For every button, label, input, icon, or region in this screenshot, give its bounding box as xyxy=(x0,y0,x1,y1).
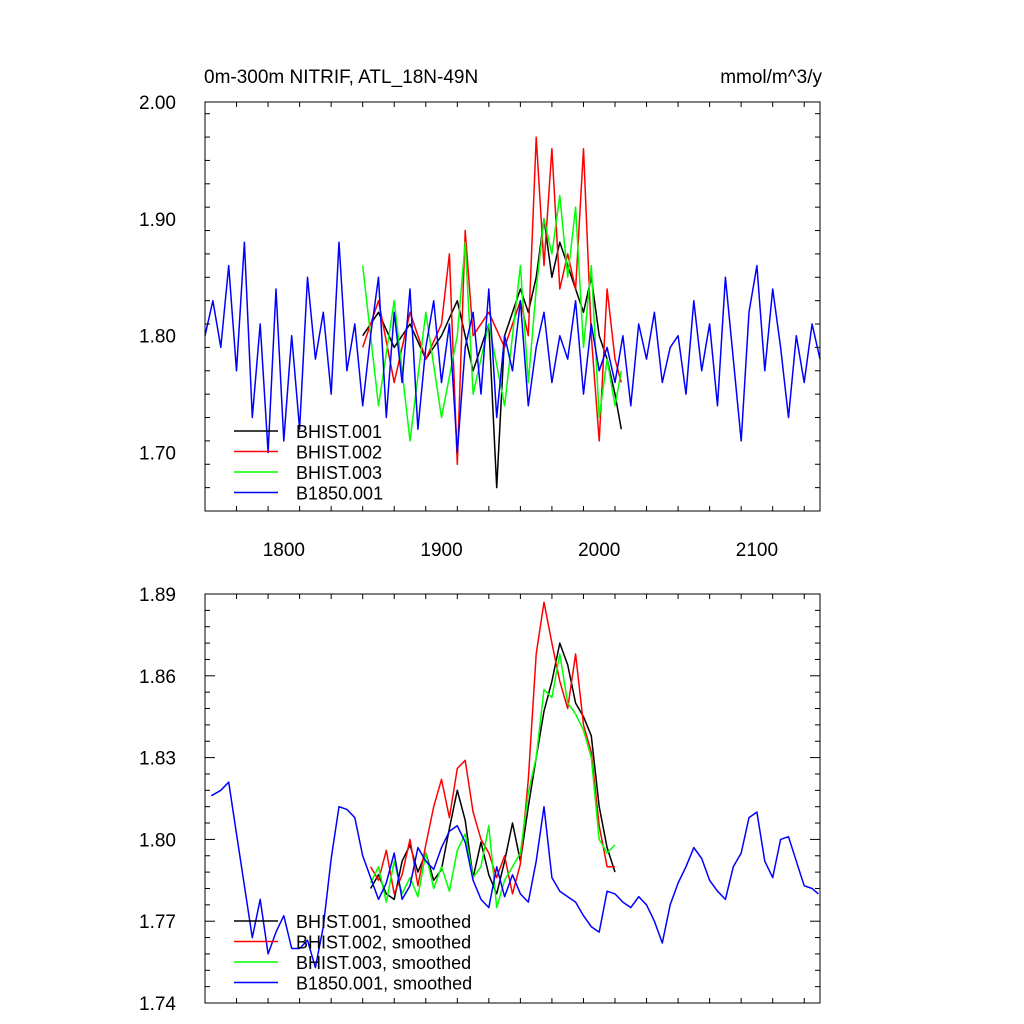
panel2-y-tick-label: 1.74 xyxy=(139,994,176,1015)
panel2-legend-label-2: BHIST.002, smoothed xyxy=(296,933,471,953)
panel1-y-tick-label: 2.00 xyxy=(139,93,176,114)
panel2-y-tick-label: 1.86 xyxy=(139,667,176,688)
panel1-y-tick-label: 1.70 xyxy=(139,444,176,465)
panel2-y-tick-label: 1.83 xyxy=(139,749,176,770)
panel2-series-line-4 xyxy=(210,781,819,969)
panel1-legend-label-4: B1850.001 xyxy=(296,484,383,504)
panel2-legend-label-3: BHIST.003, smoothed xyxy=(296,953,471,973)
panel2-legend-label-4: B1850.001, smoothed xyxy=(296,974,472,994)
panel1-legend-label-3: BHIST.003 xyxy=(296,463,382,483)
chart-title: 0m-300m NITRIF, ATL_18N-49N xyxy=(204,67,478,88)
panel2-y-tick-label: 1.77 xyxy=(139,912,176,933)
panel1-y-tick-label: 1.80 xyxy=(139,327,176,348)
panel1-x-tick-label: 1800 xyxy=(263,540,305,561)
panel1-y-tick-label: 1.90 xyxy=(139,210,176,231)
panel1-x-tick-label: 1900 xyxy=(420,540,462,561)
units-label: mmol/m^3/y xyxy=(720,67,822,88)
panel2-series-line-3 xyxy=(369,653,616,909)
panel1-x-tick-label: 2000 xyxy=(578,540,620,561)
panel1-x-tick-label: 2100 xyxy=(736,540,778,561)
panel2-y-tick-label: 1.80 xyxy=(139,830,176,851)
panel1-series-line-3 xyxy=(361,194,623,442)
panel1-series-line-4 xyxy=(204,241,821,454)
panel1-legend-label-2: BHIST.002 xyxy=(296,443,382,463)
panel2-legend-label-1: BHIST.001, smoothed xyxy=(296,912,471,932)
panel1-plot-frame xyxy=(204,101,821,512)
panel2-y-tick-label: 1.89 xyxy=(139,585,176,606)
panel1-legend-label-1: BHIST.001 xyxy=(296,422,382,442)
panel2-plot-frame xyxy=(204,593,821,1004)
panel2-series-line-2 xyxy=(369,601,615,895)
panel1-series-line-2 xyxy=(361,136,623,466)
